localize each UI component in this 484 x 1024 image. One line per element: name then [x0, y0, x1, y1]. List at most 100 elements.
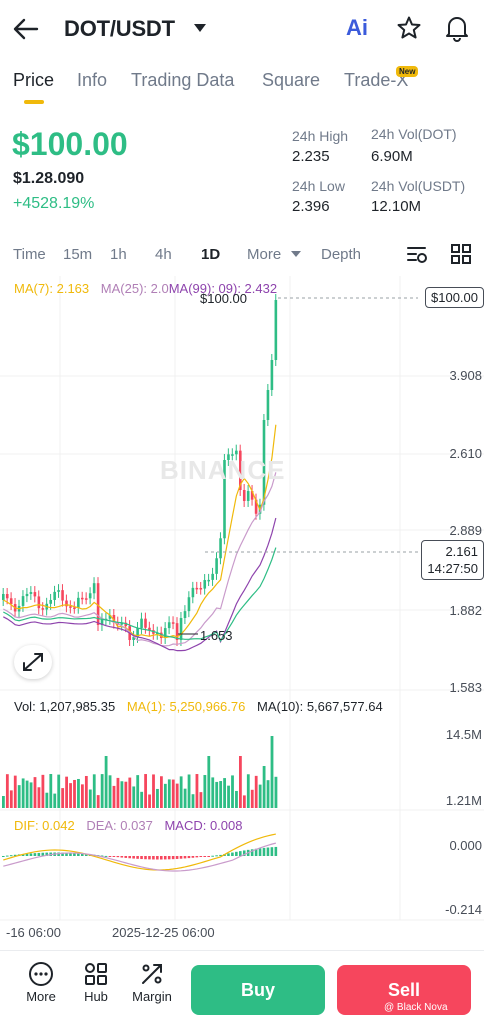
macd-histogram-bar	[65, 852, 68, 856]
peak-label: $100.00	[200, 291, 247, 306]
tf-15m[interactable]: 15m	[63, 246, 93, 263]
ma-line-1	[3, 472, 277, 647]
axis-price-1: 3.908	[449, 368, 482, 383]
tab-info[interactable]: Info	[77, 70, 108, 90]
candle-body	[33, 592, 37, 597]
volume-bar	[239, 756, 242, 808]
price-chart[interactable]	[0, 276, 484, 936]
macd-histogram-bar	[112, 856, 116, 857]
macd-histogram-bar	[128, 856, 131, 859]
candle-body	[88, 593, 92, 599]
volume-bar	[250, 789, 254, 808]
macd-histogram-bar	[41, 852, 45, 856]
tab-trading-data[interactable]: Trading Data	[131, 70, 235, 90]
dea-value: DEA: 0.037	[86, 818, 153, 833]
candle-body	[223, 460, 226, 539]
macd-histogram-bar	[167, 856, 171, 860]
current-price-value: 2.161	[445, 544, 478, 559]
candle-body	[124, 622, 128, 627]
back-arrow-icon[interactable]	[12, 16, 40, 42]
candle-body	[250, 491, 254, 500]
fullscreen-button[interactable]	[14, 645, 52, 679]
low-label: 24h Low	[292, 178, 345, 194]
ai-assistant-button[interactable]: Ai	[346, 15, 368, 41]
margin-button[interactable]: Margin	[128, 961, 176, 1004]
candle-body	[219, 538, 222, 559]
sell-button[interactable]: Sell	[337, 965, 471, 1015]
pair-title[interactable]: DOT/USDT	[64, 16, 175, 41]
ma25-legend: MA(25): 2.0	[100, 281, 169, 296]
ai-label: Ai	[346, 15, 368, 40]
ma7-legend: MA(7): 2.163	[14, 281, 90, 296]
tf-more[interactable]: More	[247, 246, 282, 263]
volume-bar	[33, 777, 37, 808]
tf-4h[interactable]: 4h	[155, 246, 172, 263]
volume-bar	[13, 775, 17, 808]
pair-dropdown-icon[interactable]	[194, 24, 206, 32]
macd-histogram-bar	[77, 853, 80, 856]
macd-histogram-bar	[179, 856, 183, 859]
candle-body	[96, 583, 100, 625]
indicator-settings-icon[interactable]	[405, 242, 429, 266]
macd-histogram-bar	[231, 852, 234, 856]
volume-bar	[88, 789, 92, 808]
tf-depth[interactable]: Depth	[321, 246, 362, 263]
time-label-2: 2025-12-25 06:00	[112, 925, 215, 940]
candle-body	[37, 596, 41, 609]
volume-bar	[211, 777, 215, 808]
tab-trade-x[interactable]: Trade-X	[344, 70, 409, 90]
candle-body	[211, 573, 214, 580]
tab-price[interactable]: Price	[13, 70, 55, 90]
volume-bar	[167, 779, 171, 808]
volume-bar	[227, 785, 230, 808]
hub-button[interactable]: Hub	[72, 961, 120, 1004]
candle-body	[160, 632, 163, 638]
macd-histogram-bar	[211, 855, 214, 857]
margin-label: Margin	[132, 989, 172, 1004]
macd-histogram-bar	[25, 853, 29, 856]
tf-time[interactable]: Time	[13, 246, 46, 263]
more-button[interactable]: More	[17, 961, 65, 1004]
buy-button[interactable]: Buy	[191, 965, 325, 1015]
candle-body	[262, 420, 266, 505]
volume-bar	[69, 783, 72, 808]
candle-body	[227, 454, 230, 460]
macd-histogram-bar	[29, 853, 33, 856]
hub-label: Hub	[84, 989, 108, 1004]
ma-line-0	[3, 424, 277, 639]
volume-bar	[187, 774, 191, 808]
candle-body	[69, 606, 72, 608]
expand-icon	[23, 653, 43, 671]
macd-histogram-bar	[262, 847, 266, 856]
macd-series	[2, 833, 278, 872]
candle-body	[100, 619, 104, 625]
ma-line-3	[3, 547, 277, 643]
candle-body	[175, 623, 179, 640]
vol-ma1: MA(1): 5,250,966.76	[126, 699, 246, 714]
candle-body	[246, 491, 250, 501]
tab-square[interactable]: Square	[262, 70, 321, 90]
volume-bar	[175, 783, 179, 808]
volume-bar	[25, 780, 29, 808]
volume-bar	[2, 796, 5, 808]
volume-bar	[199, 792, 203, 808]
macd-histogram-bar	[100, 855, 104, 857]
bell-icon[interactable]	[444, 14, 470, 42]
macd-value: MACD: 0.008	[164, 818, 243, 833]
star-icon[interactable]	[396, 15, 422, 41]
last-price: $100.00	[12, 126, 128, 162]
chart-grid	[0, 276, 484, 921]
volume-bar	[29, 782, 33, 808]
volume-bar	[17, 785, 21, 808]
volume-bar	[77, 778, 80, 808]
macd-histogram-bar	[183, 856, 187, 859]
volume-bar	[136, 775, 140, 808]
volume-bar	[112, 785, 116, 808]
candle-body	[132, 636, 135, 640]
volume-bar	[270, 736, 274, 808]
layout-grid-icon[interactable]	[449, 242, 473, 266]
tf-1h[interactable]: 1h	[110, 246, 127, 263]
tf-1d[interactable]: 1D	[201, 246, 221, 263]
macd-histogram-bar	[144, 856, 147, 860]
volume-bar	[242, 795, 246, 808]
